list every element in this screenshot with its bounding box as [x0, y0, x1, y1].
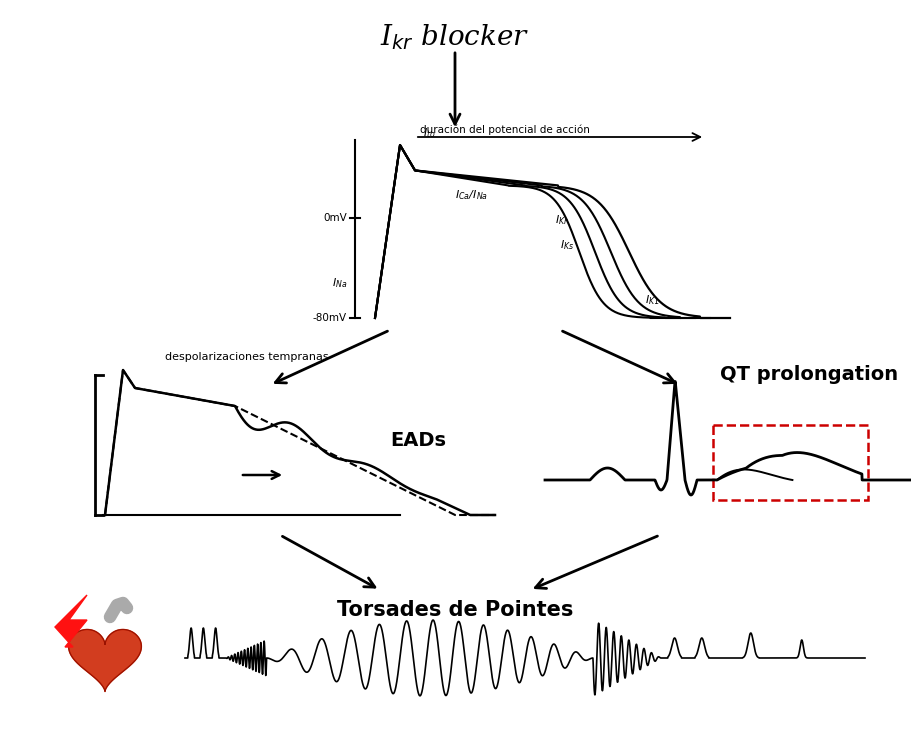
Text: I$_{K1}$: I$_{K1}$	[645, 293, 660, 307]
Text: I$_{Kr}$: I$_{Kr}$	[555, 213, 569, 227]
Text: I$_{Na}$: I$_{Na}$	[332, 276, 347, 290]
Text: Torsades de Pointes: Torsades de Pointes	[337, 600, 573, 620]
Text: I$_{Ca}$/I$_{Na}$: I$_{Ca}$/I$_{Na}$	[455, 188, 488, 202]
Text: QT prolongation: QT prolongation	[720, 366, 898, 384]
Polygon shape	[55, 595, 87, 647]
Text: I$_{Ks}$: I$_{Ks}$	[560, 238, 574, 252]
Bar	[713, 425, 868, 500]
Text: 0mV: 0mV	[323, 213, 347, 223]
Text: despolarizaciones tempranas: despolarizaciones tempranas	[165, 352, 329, 362]
Text: -80mV: -80mV	[312, 313, 347, 323]
Text: duración del potencial de acción: duración del potencial de acción	[420, 124, 590, 135]
Text: EADs: EADs	[390, 431, 446, 450]
Polygon shape	[68, 629, 141, 691]
Text: I$_{to}$: I$_{to}$	[423, 126, 435, 140]
Text: I$_{kr}$ blocker: I$_{kr}$ blocker	[381, 22, 529, 52]
